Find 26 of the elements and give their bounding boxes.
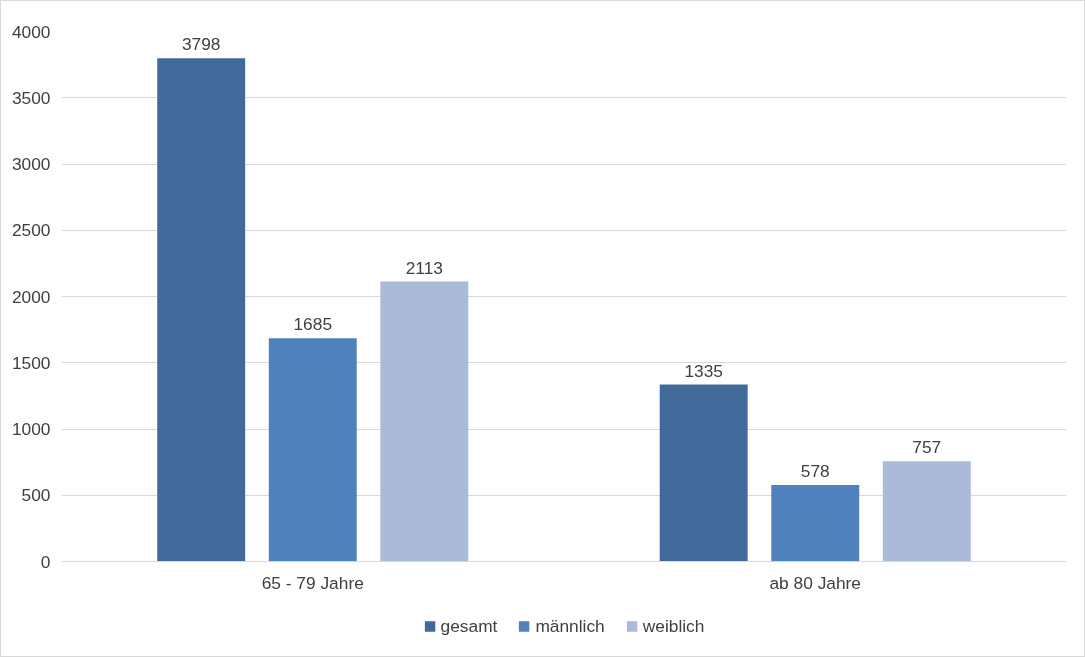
data-label: 3798: [181, 34, 221, 55]
legend-label: gesamt: [440, 615, 498, 637]
legend-label: weiblich: [642, 615, 705, 637]
data-label: 578: [800, 460, 830, 481]
bar: [380, 281, 469, 562]
y-tick-label: 1500: [11, 352, 51, 373]
x-tick-label: ab 80 Jahre: [769, 572, 862, 593]
bar: [659, 384, 748, 562]
y-tick-label: 1000: [11, 419, 51, 439]
y-tick-label: 3000: [11, 154, 51, 174]
bar: [268, 338, 357, 562]
y-tick-label: 2500: [11, 220, 51, 241]
y-tick-label: 0: [40, 551, 51, 572]
bar: [882, 461, 971, 562]
data-label: 1685: [293, 314, 333, 335]
legend-label: männlich: [535, 615, 605, 637]
data-label: 2113: [405, 257, 443, 278]
y-tick-label: 3500: [11, 87, 51, 108]
y-tick-label: 500: [21, 485, 51, 506]
data-label: 757: [912, 437, 942, 458]
bar: [157, 58, 246, 562]
bar: [771, 484, 860, 562]
y-tick-label: 2000: [11, 286, 51, 307]
data-label: 1335: [684, 360, 723, 381]
x-tick-label: 65 - 79 Jahre: [261, 572, 364, 593]
y-tick-label: 4000: [11, 21, 51, 42]
